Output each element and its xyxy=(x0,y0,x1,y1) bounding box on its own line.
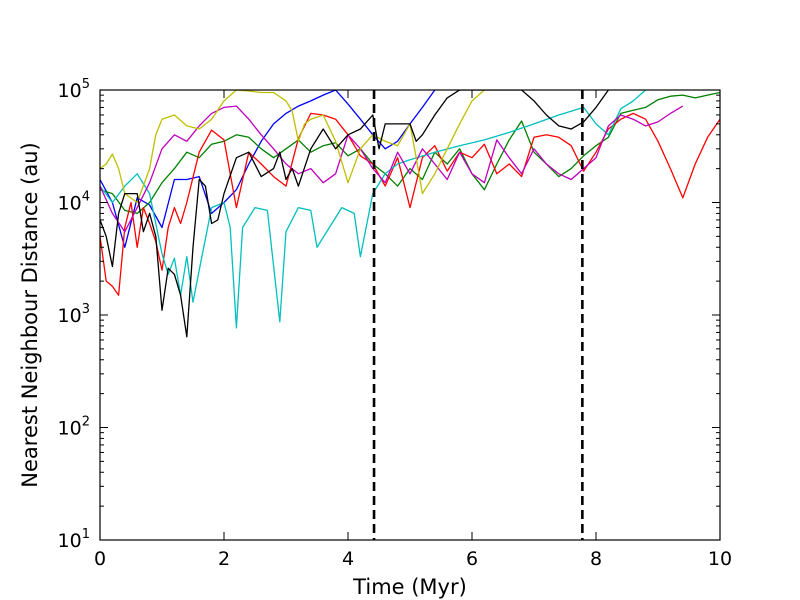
x-tick-label: 2 xyxy=(218,548,230,570)
y-tick-label: 102 xyxy=(58,415,90,440)
x-axis: 0 2 4 6 8 10 xyxy=(94,90,732,570)
series-line-4 xyxy=(100,90,647,329)
y-axis: 101 102 103 104 105 xyxy=(58,77,720,552)
y-tick-label: 104 xyxy=(58,190,90,215)
x-axis-label: Time (Myr) xyxy=(352,575,467,599)
y-axis-label: Nearest Neighbour Distance (au) xyxy=(18,142,42,487)
y-tick-label: 105 xyxy=(58,77,90,102)
series-line-2 xyxy=(100,91,720,215)
series-line-7 xyxy=(100,90,609,338)
y-tick-label: 103 xyxy=(58,302,90,327)
x-tick-label: 10 xyxy=(708,548,732,570)
x-tick-label: 4 xyxy=(342,548,354,570)
x-tick-label: 6 xyxy=(466,548,478,570)
series-layer xyxy=(100,90,720,338)
x-tick-label: 0 xyxy=(94,548,106,570)
vertical-lines xyxy=(372,90,584,540)
y-tick-label: 101 xyxy=(58,527,90,552)
x-tick-label: 8 xyxy=(590,548,602,570)
series-line-6 xyxy=(100,90,485,204)
series-line-1 xyxy=(100,90,436,248)
